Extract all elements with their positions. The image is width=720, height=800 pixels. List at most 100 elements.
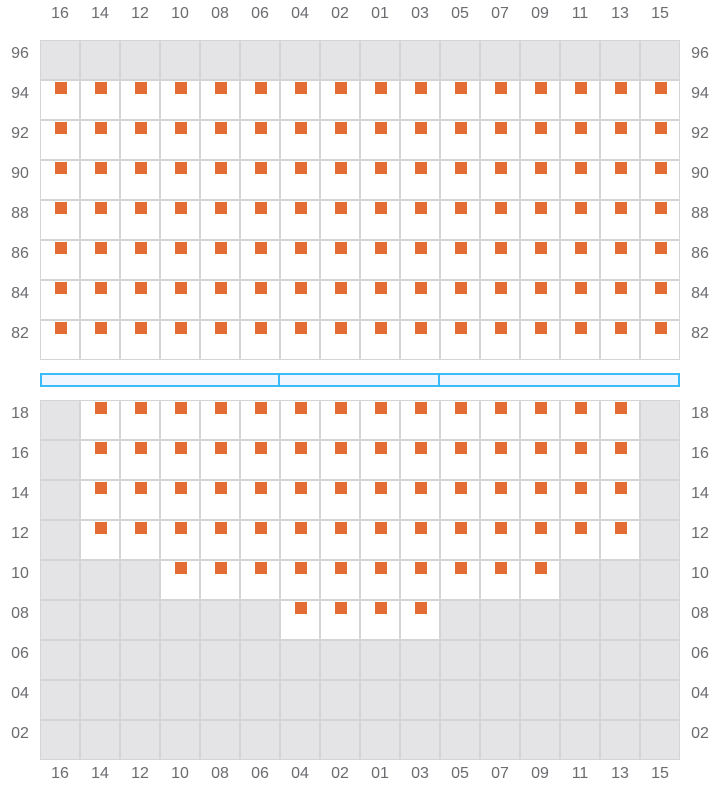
- seat-86-16[interactable]: [55, 242, 67, 254]
- seat-90-15[interactable]: [655, 162, 667, 174]
- seat-16-03[interactable]: [415, 442, 427, 454]
- seat-18-04[interactable]: [295, 402, 307, 414]
- seat-88-07[interactable]: [495, 202, 507, 214]
- seat-92-16[interactable]: [55, 122, 67, 134]
- seat-12-10[interactable]: [175, 522, 187, 534]
- seat-14-04[interactable]: [295, 482, 307, 494]
- seat-92-12[interactable]: [135, 122, 147, 134]
- seat-14-08[interactable]: [215, 482, 227, 494]
- seat-18-11[interactable]: [575, 402, 587, 414]
- seat-88-11[interactable]: [575, 202, 587, 214]
- seat-82-07[interactable]: [495, 322, 507, 334]
- seat-14-03[interactable]: [415, 482, 427, 494]
- seat-12-01[interactable]: [375, 522, 387, 534]
- seat-82-02[interactable]: [335, 322, 347, 334]
- seat-92-05[interactable]: [455, 122, 467, 134]
- seat-86-02[interactable]: [335, 242, 347, 254]
- seat-84-05[interactable]: [455, 282, 467, 294]
- seat-14-14[interactable]: [95, 482, 107, 494]
- seat-16-09[interactable]: [535, 442, 547, 454]
- seat-10-01[interactable]: [375, 562, 387, 574]
- seat-88-05[interactable]: [455, 202, 467, 214]
- seat-94-14[interactable]: [95, 82, 107, 94]
- seat-10-10[interactable]: [175, 562, 187, 574]
- seat-16-13[interactable]: [615, 442, 627, 454]
- seat-18-01[interactable]: [375, 402, 387, 414]
- seat-16-14[interactable]: [95, 442, 107, 454]
- seat-16-04[interactable]: [295, 442, 307, 454]
- seat-84-10[interactable]: [175, 282, 187, 294]
- seat-92-09[interactable]: [535, 122, 547, 134]
- seat-88-03[interactable]: [415, 202, 427, 214]
- seat-88-10[interactable]: [175, 202, 187, 214]
- seat-92-13[interactable]: [615, 122, 627, 134]
- seat-88-01[interactable]: [375, 202, 387, 214]
- seat-92-02[interactable]: [335, 122, 347, 134]
- seat-94-01[interactable]: [375, 82, 387, 94]
- seat-82-15[interactable]: [655, 322, 667, 334]
- seat-94-05[interactable]: [455, 82, 467, 94]
- seat-18-12[interactable]: [135, 402, 147, 414]
- seat-12-04[interactable]: [295, 522, 307, 534]
- seat-82-05[interactable]: [455, 322, 467, 334]
- seat-18-07[interactable]: [495, 402, 507, 414]
- seat-10-08[interactable]: [215, 562, 227, 574]
- seat-12-14[interactable]: [95, 522, 107, 534]
- seat-12-11[interactable]: [575, 522, 587, 534]
- seat-08-04[interactable]: [295, 602, 307, 614]
- seat-82-04[interactable]: [295, 322, 307, 334]
- seat-84-07[interactable]: [495, 282, 507, 294]
- seat-92-10[interactable]: [175, 122, 187, 134]
- seat-90-10[interactable]: [175, 162, 187, 174]
- seat-16-07[interactable]: [495, 442, 507, 454]
- seat-86-05[interactable]: [455, 242, 467, 254]
- seat-12-05[interactable]: [455, 522, 467, 534]
- seat-14-09[interactable]: [535, 482, 547, 494]
- seat-16-12[interactable]: [135, 442, 147, 454]
- seat-88-14[interactable]: [95, 202, 107, 214]
- seat-88-02[interactable]: [335, 202, 347, 214]
- seat-90-16[interactable]: [55, 162, 67, 174]
- seat-86-06[interactable]: [255, 242, 267, 254]
- seat-16-11[interactable]: [575, 442, 587, 454]
- seat-16-01[interactable]: [375, 442, 387, 454]
- seat-90-08[interactable]: [215, 162, 227, 174]
- seat-08-03[interactable]: [415, 602, 427, 614]
- seat-88-16[interactable]: [55, 202, 67, 214]
- seat-88-12[interactable]: [135, 202, 147, 214]
- seat-88-13[interactable]: [615, 202, 627, 214]
- seat-86-09[interactable]: [535, 242, 547, 254]
- seat-94-13[interactable]: [615, 82, 627, 94]
- seat-94-16[interactable]: [55, 82, 67, 94]
- seat-86-11[interactable]: [575, 242, 587, 254]
- seat-88-15[interactable]: [655, 202, 667, 214]
- seat-82-16[interactable]: [55, 322, 67, 334]
- seat-92-06[interactable]: [255, 122, 267, 134]
- seat-14-12[interactable]: [135, 482, 147, 494]
- seat-82-03[interactable]: [415, 322, 427, 334]
- seat-18-03[interactable]: [415, 402, 427, 414]
- seat-92-08[interactable]: [215, 122, 227, 134]
- seat-86-14[interactable]: [95, 242, 107, 254]
- seat-82-10[interactable]: [175, 322, 187, 334]
- seat-84-14[interactable]: [95, 282, 107, 294]
- seat-92-01[interactable]: [375, 122, 387, 134]
- seat-94-08[interactable]: [215, 82, 227, 94]
- seat-84-11[interactable]: [575, 282, 587, 294]
- seat-90-05[interactable]: [455, 162, 467, 174]
- seat-14-05[interactable]: [455, 482, 467, 494]
- seat-84-08[interactable]: [215, 282, 227, 294]
- seat-84-16[interactable]: [55, 282, 67, 294]
- seat-90-09[interactable]: [535, 162, 547, 174]
- seat-10-05[interactable]: [455, 562, 467, 574]
- seat-14-13[interactable]: [615, 482, 627, 494]
- seat-16-10[interactable]: [175, 442, 187, 454]
- seat-86-03[interactable]: [415, 242, 427, 254]
- seat-82-06[interactable]: [255, 322, 267, 334]
- seat-92-04[interactable]: [295, 122, 307, 134]
- seat-90-03[interactable]: [415, 162, 427, 174]
- seat-14-01[interactable]: [375, 482, 387, 494]
- seat-84-04[interactable]: [295, 282, 307, 294]
- seat-90-12[interactable]: [135, 162, 147, 174]
- seat-12-13[interactable]: [615, 522, 627, 534]
